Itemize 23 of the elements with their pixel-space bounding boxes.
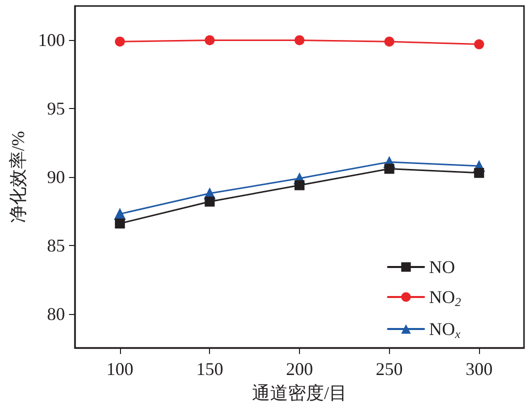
point	[384, 164, 394, 174]
x-tick-label: 250	[376, 359, 403, 379]
x-tick-label: 300	[466, 359, 493, 379]
x-tick-label: 150	[196, 359, 224, 379]
y-axis-title: 净化效率/%	[8, 131, 28, 223]
y-tick-label: 95	[47, 98, 65, 119]
point	[204, 35, 215, 46]
y-tick-label: 100	[38, 30, 65, 50]
y-tick-label: 90	[47, 167, 65, 187]
y-tick-label: 80	[47, 304, 65, 324]
x-tick-label: 200	[286, 359, 313, 379]
point	[204, 196, 215, 207]
point	[384, 36, 394, 47]
point	[474, 168, 484, 178]
point	[294, 180, 304, 190]
x-tick-label: 100	[106, 359, 134, 379]
legend-label: NO	[429, 257, 455, 277]
point	[114, 218, 125, 229]
point	[294, 35, 304, 46]
x-axis-title: 通道密度/目	[252, 383, 348, 403]
point	[474, 39, 484, 50]
point	[114, 36, 125, 47]
y-tick-label: 85	[47, 235, 65, 256]
